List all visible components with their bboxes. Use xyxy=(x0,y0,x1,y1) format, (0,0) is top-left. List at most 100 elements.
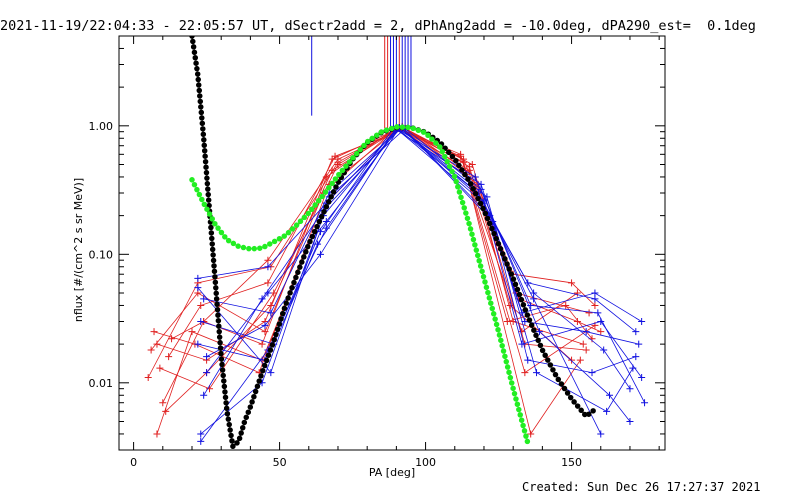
chart-title: 2021-11-19/22:04:33 - 22:05:57 UT, dSect… xyxy=(0,18,756,34)
data-point xyxy=(477,185,485,193)
data-point xyxy=(597,328,605,336)
data-point xyxy=(518,309,526,317)
data-point xyxy=(258,340,266,348)
data-point xyxy=(264,256,272,264)
data-point xyxy=(150,328,158,336)
data-point xyxy=(144,373,152,381)
data-point xyxy=(585,309,593,317)
created-timestamp: Created: Sun Dec 26 17:27:37 2021 xyxy=(522,480,761,494)
data-point xyxy=(188,328,196,336)
data-point xyxy=(165,353,173,361)
y-axis-label: nflux [#/(cm^2 s sr MeV)] xyxy=(72,178,85,322)
data-point xyxy=(635,340,643,348)
data-point xyxy=(258,295,266,303)
series-line-11 xyxy=(200,128,642,435)
data-point xyxy=(203,353,211,361)
y-tick-label: 0.10 xyxy=(89,248,114,261)
series-line-10 xyxy=(197,126,637,333)
data-point xyxy=(591,301,599,309)
data-point xyxy=(506,301,514,309)
data-point xyxy=(264,263,272,271)
data-point xyxy=(632,353,640,361)
data-point xyxy=(471,173,479,181)
data-point xyxy=(641,399,649,407)
data-point xyxy=(638,373,646,381)
x-tick-label: 100 xyxy=(415,456,436,469)
data-point xyxy=(159,399,167,407)
data-point xyxy=(638,318,646,326)
data-point xyxy=(573,318,581,326)
series-line-6 xyxy=(150,127,578,351)
data-point xyxy=(153,430,161,438)
data-point xyxy=(200,391,208,399)
data-point xyxy=(521,369,529,377)
data-point xyxy=(588,369,596,377)
data-point xyxy=(562,301,570,309)
data-point xyxy=(156,364,164,372)
data-point xyxy=(203,369,211,377)
data-point xyxy=(568,356,576,364)
series-line-16 xyxy=(203,126,636,396)
series-line-4 xyxy=(153,125,581,435)
plot-frame xyxy=(118,35,666,451)
data-point xyxy=(576,356,584,364)
data-point xyxy=(582,346,590,354)
data-point xyxy=(606,391,614,399)
data-point xyxy=(626,417,634,425)
series-line-17 xyxy=(197,128,631,422)
data-point xyxy=(194,340,202,348)
data-point xyxy=(267,301,275,309)
fit-curve-black xyxy=(189,36,598,450)
series-line-18 xyxy=(206,126,642,357)
data-point xyxy=(518,328,526,336)
series-line-15 xyxy=(200,127,645,403)
data-point xyxy=(197,301,205,309)
data-point xyxy=(200,295,208,303)
series-line-14 xyxy=(206,126,634,412)
data-point xyxy=(591,295,599,303)
data-point xyxy=(197,430,205,438)
data-point xyxy=(524,356,532,364)
data-point xyxy=(568,279,576,287)
data-point xyxy=(594,309,602,317)
y-tick-label: 1.00 xyxy=(89,120,114,133)
data-point xyxy=(591,289,599,297)
series-line-1 xyxy=(147,127,596,378)
data-point xyxy=(261,321,269,329)
data-point xyxy=(527,430,535,438)
data-point xyxy=(460,158,468,166)
data-point xyxy=(600,346,608,354)
fit-curve-green xyxy=(189,124,531,446)
data-point xyxy=(197,318,205,326)
data-point xyxy=(629,364,637,372)
data-point xyxy=(632,328,640,336)
series-line-12 xyxy=(203,126,631,389)
data-point xyxy=(322,218,330,226)
series-line-7 xyxy=(165,126,572,412)
data-point xyxy=(267,369,275,377)
data-point xyxy=(194,284,202,292)
data-point xyxy=(267,309,275,317)
data-point xyxy=(197,437,205,445)
data-point xyxy=(264,279,272,287)
data-point xyxy=(153,340,161,348)
data-point xyxy=(530,295,538,303)
data-point xyxy=(579,340,587,348)
data-point xyxy=(261,328,269,336)
y-tick-label: 0.01 xyxy=(89,377,114,390)
x-tick-label: 0 xyxy=(130,456,137,469)
data-point xyxy=(582,328,590,336)
x-axis-label: PA [deg] xyxy=(369,466,415,479)
data-point xyxy=(316,250,324,258)
data-point xyxy=(194,274,202,282)
data-point xyxy=(457,152,465,160)
data-point xyxy=(168,335,176,343)
data-point xyxy=(533,369,541,377)
data-point xyxy=(465,163,473,171)
data-point xyxy=(322,224,330,232)
series-line-19 xyxy=(200,127,602,442)
x-tick-label: 150 xyxy=(561,456,582,469)
data-point xyxy=(147,346,155,354)
data-point xyxy=(597,430,605,438)
series-line-9 xyxy=(171,127,584,345)
